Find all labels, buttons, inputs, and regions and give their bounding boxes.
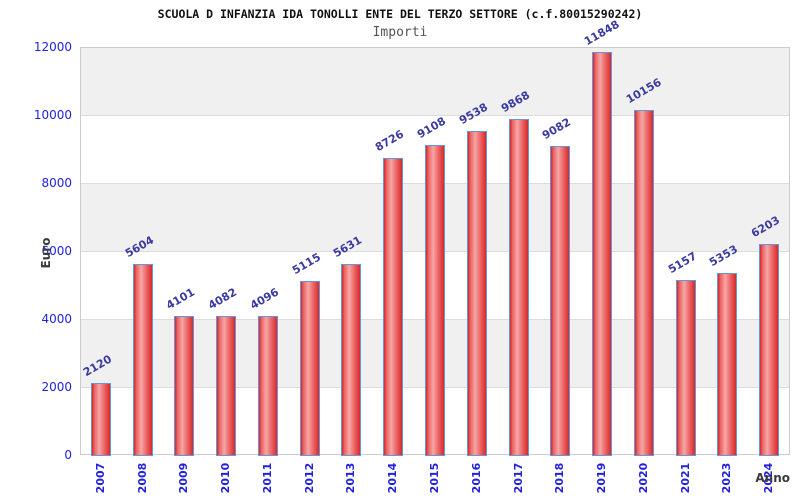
bar [425,145,445,456]
bar [759,244,780,456]
bar [550,146,571,456]
bar [132,264,153,456]
grid-band [81,48,789,115]
x-tick-label: 2016 [469,462,483,494]
bar [717,273,738,456]
y-tick-label: 12000 [33,40,72,54]
bar [675,280,696,456]
x-tick-label: 2007 [93,462,107,494]
x-tick-label: 2019 [595,462,609,494]
x-tick-label: 2023 [720,462,734,494]
x-tick-label: 2021 [678,462,692,494]
x-tick-label: 2017 [511,462,525,494]
x-tick-label: 2015 [428,462,441,494]
y-tick-label: 4000 [41,312,72,326]
bar [341,264,362,456]
bar [633,110,654,456]
bar [383,158,404,456]
y-tick-label: 0 [64,448,72,462]
bar [592,52,613,456]
bar [174,316,195,456]
y-tick-label: 6000 [41,244,72,258]
x-axis-label: Anno [755,471,790,485]
y-tick-label: 8000 [41,176,72,190]
bar [257,316,278,456]
x-tick-label: 2014 [386,462,400,494]
x-tick-label: 2008 [135,462,149,494]
bar [90,383,111,456]
x-tick-label: 2011 [260,462,274,494]
bar [466,131,487,456]
x-tick-label: 2009 [177,462,191,494]
chart-subtitle: Importi [372,25,428,40]
x-tick-label: 2018 [553,462,567,494]
chart-title: SCUOLA D INFANZIA IDA TONOLLI ENTE DEL T… [157,7,643,21]
x-tick-label: 2013 [344,462,358,494]
x-tick-label: 2012 [302,462,316,494]
gridline [81,115,789,116]
bar [216,316,237,456]
y-axis-label: Euro [39,237,53,269]
x-tick-label: 2020 [636,462,650,494]
y-tick-label: 2000 [41,380,72,394]
bar [508,119,529,456]
y-tick-label: 10000 [33,108,72,122]
x-tick-label: 2010 [219,462,233,494]
bar [299,281,320,456]
